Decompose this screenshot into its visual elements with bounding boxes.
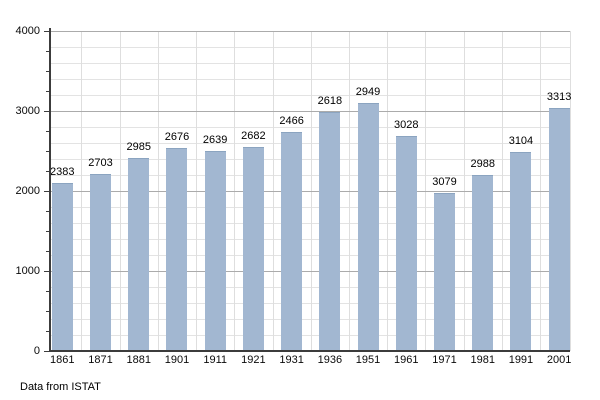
bar-value-label: 2682: [241, 129, 266, 142]
y-tick-label-2000: 2000: [15, 184, 40, 197]
x-tick-label-1961: 1961: [394, 354, 419, 366]
x-tick-label-2001: 2001: [546, 354, 572, 366]
bar-1911: [204, 150, 226, 352]
bar-value-label: 2703: [88, 156, 113, 169]
bar-value-label: 2466: [279, 114, 304, 127]
y-tick-label-3000: 3000: [15, 104, 40, 117]
y-minor-tick: [46, 310, 50, 312]
bar-1921: [242, 146, 264, 352]
minor-gridline: [49, 94, 570, 96]
y-minor-tick: [46, 210, 50, 212]
x-tick-label-1921: 1921: [241, 354, 266, 366]
y-minor-tick: [46, 70, 50, 72]
y-minor-tick: [46, 230, 50, 232]
minor-gridline: [49, 286, 570, 288]
y-major-tick: [43, 270, 50, 272]
y-minor-tick: [46, 330, 50, 332]
x-tick-label-1936: 1936: [317, 354, 343, 366]
bar-value-label: 2383: [50, 165, 75, 178]
major-gridline: [49, 31, 570, 32]
bar-1936: [319, 112, 341, 352]
bar-1981: [472, 174, 494, 352]
minor-gridline: [49, 206, 570, 208]
x-tick-label-1901: 1901: [164, 354, 190, 366]
y-minor-tick: [46, 290, 50, 292]
x-tick-label-1881: 1881: [126, 354, 151, 366]
minor-gridline: [49, 302, 570, 304]
minor-gridline: [49, 126, 570, 128]
bar-value-label: 2639: [202, 133, 228, 146]
x-axis-line: [48, 349, 570, 352]
x-tick-label-1971: 1971: [432, 354, 457, 366]
x-tick-label-1861: 1861: [50, 354, 75, 366]
y-minor-tick: [46, 130, 50, 132]
y-tick-label-1000: 1000: [15, 264, 40, 277]
y-minor-tick: [46, 90, 50, 92]
minor-gridline: [49, 222, 570, 224]
bar-value-label: 2676: [164, 130, 190, 143]
x-tick-label-1871: 1871: [88, 354, 113, 366]
minor-gridline: [49, 174, 570, 176]
y-major-tick: [43, 350, 50, 352]
bar-value-label: 2618: [317, 95, 343, 108]
y-major-tick: [43, 31, 50, 32]
source-caption: Data from ISTAT: [20, 381, 101, 393]
y-axis-line: [48, 28, 51, 352]
x-tick-label-1981: 1981: [470, 354, 495, 366]
minor-gridline: [49, 46, 570, 48]
y-major-tick: [43, 110, 50, 112]
minor-gridline: [49, 238, 570, 240]
bar-1881: [128, 158, 150, 352]
major-gridline: [49, 190, 570, 192]
bar-1901: [166, 147, 188, 352]
bar-value-label: 2949: [355, 85, 381, 98]
y-minor-tick: [46, 170, 50, 172]
minor-gridline: [49, 254, 570, 256]
minor-gridline: [49, 158, 570, 160]
bar-1861: [51, 182, 73, 352]
x-tick-label-1951: 1951: [355, 354, 381, 366]
minor-gridline: [49, 142, 570, 144]
vertical-gridline: [570, 31, 571, 351]
bar-1991: [510, 151, 532, 352]
x-tick-label-1931: 1931: [279, 354, 304, 366]
bar-value-label: 3313: [546, 91, 572, 104]
minor-gridline: [49, 318, 570, 320]
y-minor-tick: [46, 150, 50, 152]
bar-1961: [395, 135, 417, 352]
bar-value-label: 3104: [508, 134, 534, 147]
bar-value-label: 3079: [432, 176, 457, 189]
major-gridline: [49, 270, 570, 272]
bar-1931: [281, 131, 303, 352]
bar-value-label: 2985: [126, 141, 151, 153]
x-tick-label-1911: 1911: [203, 354, 227, 366]
y-tick-label-0: 0: [33, 344, 40, 357]
y-major-tick: [43, 190, 50, 192]
minor-gridline: [49, 334, 570, 336]
bar-1951: [357, 102, 379, 352]
bar-value-label: 3028: [394, 118, 419, 131]
bar-1971: [434, 193, 455, 352]
bar-value-label: 2988: [470, 157, 495, 170]
bar-1871: [90, 173, 112, 352]
minor-gridline: [49, 78, 570, 80]
bar-2001: [548, 108, 570, 352]
y-minor-tick: [46, 50, 50, 52]
x-tick-label-1991: 1991: [508, 354, 534, 366]
minor-gridline: [49, 62, 570, 64]
y-minor-tick: [46, 250, 50, 252]
y-tick-label-4000: 4000: [15, 25, 40, 37]
major-gridline: [49, 110, 570, 112]
